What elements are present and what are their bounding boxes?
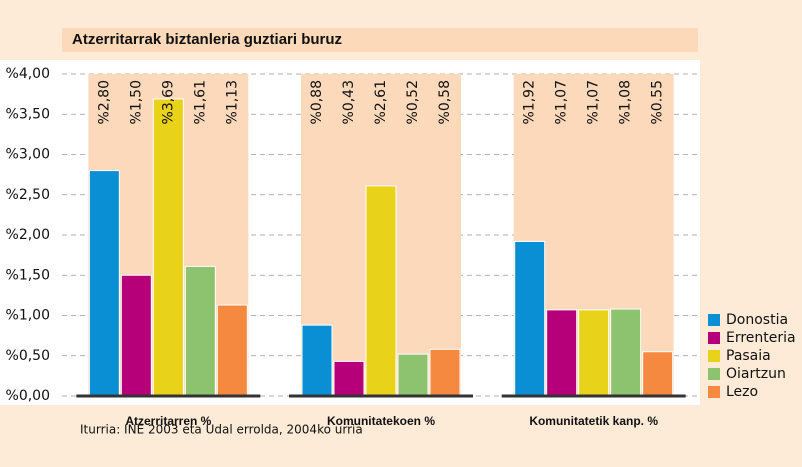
value-label: %1,07 <box>554 80 570 124</box>
bar <box>610 308 642 397</box>
legend-label: Donostia <box>726 312 788 328</box>
value-label: %0,58 <box>437 80 453 124</box>
value-label: %3,69 <box>160 80 176 124</box>
bar <box>301 324 333 397</box>
value-label: %1,08 <box>618 80 634 124</box>
legend-label: Oiartzun <box>726 366 786 382</box>
title-band <box>62 28 698 52</box>
value-label: %0.55 <box>650 80 666 124</box>
value-label: %0,43 <box>341 80 357 124</box>
x-tick-label: Atzerritarren % <box>125 414 211 428</box>
bar <box>216 304 248 397</box>
chart-title: Atzerritarrak biztanleria guztiari buruz <box>72 31 342 48</box>
legend-swatch <box>708 386 720 398</box>
legend-label: Lezo <box>726 384 758 400</box>
bar <box>88 170 120 397</box>
legend-swatch <box>708 368 720 380</box>
value-label: %1,13 <box>224 80 240 124</box>
x-tick-label: Komunitatetik kanp. % <box>529 414 658 428</box>
x-tick-label: Komunitatekoen % <box>327 414 435 428</box>
value-label: %0,52 <box>405 80 421 124</box>
y-tick-label: %3,00 <box>6 147 50 163</box>
bar <box>429 348 461 397</box>
bar <box>333 360 365 397</box>
bar <box>578 309 610 397</box>
y-tick-label: %1,00 <box>6 308 50 324</box>
legend-label: Errenteria <box>726 330 796 346</box>
bar <box>397 353 429 397</box>
y-tick-label: %2,00 <box>6 227 50 243</box>
y-tick-label: %1,50 <box>6 267 50 283</box>
y-tick-label: %0,00 <box>6 388 50 404</box>
value-label: %2,80 <box>96 80 112 124</box>
value-label: %0,88 <box>309 80 325 124</box>
y-tick-label: %2,50 <box>6 187 50 203</box>
bar <box>514 240 546 397</box>
bar <box>365 185 397 397</box>
bar <box>546 309 578 397</box>
legend-label: Pasaia <box>726 348 771 364</box>
value-label: %1,92 <box>522 80 538 124</box>
y-tick-label: %0,50 <box>6 348 50 364</box>
y-tick-label: %4,00 <box>6 66 50 82</box>
source-note: Iturria: INE 2003 eta Udal errolda, 2004… <box>80 423 363 437</box>
value-label: %1,61 <box>192 80 208 124</box>
y-tick-label: %3,50 <box>6 106 50 122</box>
legend-swatch <box>708 350 720 362</box>
value-label: %2,61 <box>373 80 389 124</box>
legend-swatch <box>708 314 720 326</box>
value-label: %1,07 <box>586 80 602 124</box>
value-label: %1,50 <box>128 80 144 124</box>
bar <box>152 98 184 397</box>
bar <box>642 351 674 397</box>
bar <box>184 265 216 397</box>
bar <box>120 274 152 397</box>
legend-swatch <box>708 332 720 344</box>
